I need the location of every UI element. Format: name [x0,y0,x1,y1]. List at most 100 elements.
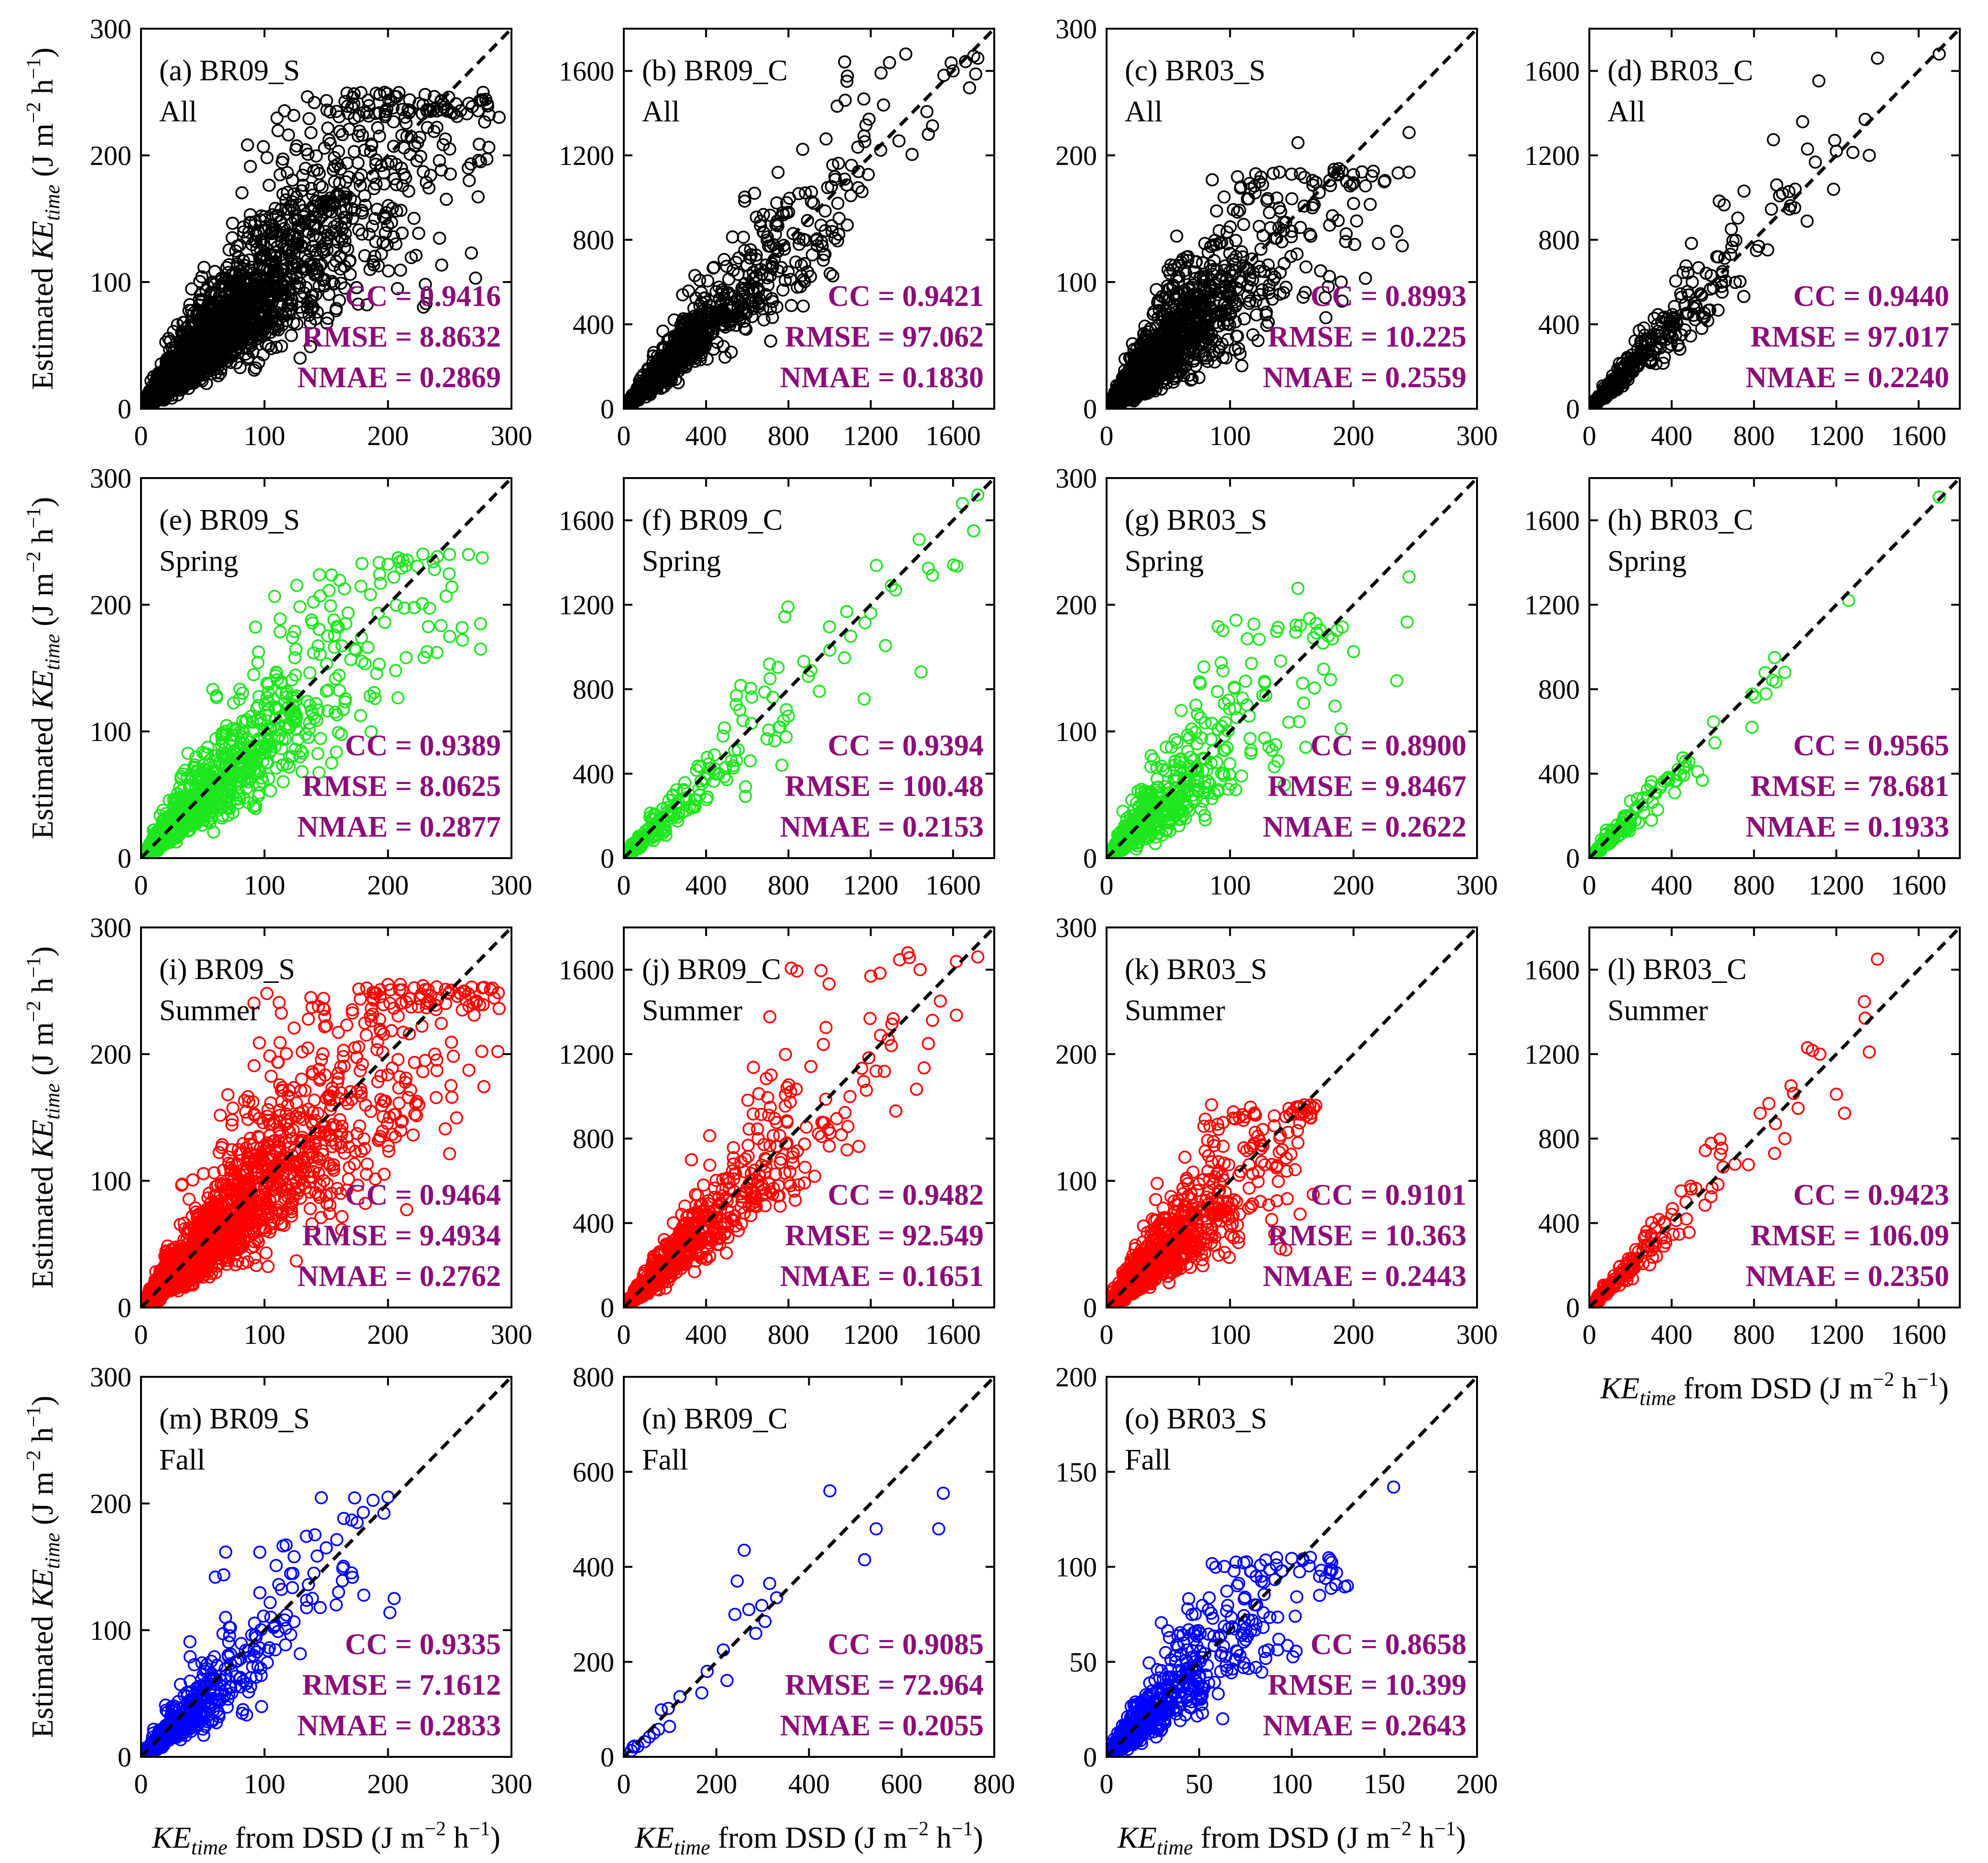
data-point [763,269,777,283]
data-point [774,261,788,274]
data-point [246,310,259,323]
data-point [206,303,220,316]
data-point [266,208,279,222]
data-point [722,286,735,300]
data-point [826,269,839,283]
data-point [727,263,740,277]
data-point [478,115,491,129]
data-point [832,212,846,225]
x-tick-label: 200 [367,420,409,451]
data-point [1273,287,1287,301]
data-point [830,99,844,113]
data-point [1256,178,1270,191]
data-point [320,94,333,108]
data-point [1261,316,1275,329]
data-point [411,136,424,150]
data-point [892,134,906,148]
data-point [265,256,279,270]
data-point [717,253,731,266]
data-point [318,142,331,155]
y-tick-label: 400 [573,309,614,340]
data-point [770,196,783,210]
data-point [465,246,478,260]
data-point [1298,171,1311,184]
data-point [174,372,187,386]
data-point [248,363,261,377]
data-point [279,202,293,216]
data-point [295,240,308,254]
data-point [264,313,278,327]
data-point [282,307,296,321]
data-point [381,157,395,171]
data-point [304,182,318,196]
data-point [369,87,383,100]
data-point [424,105,438,118]
data-point [422,181,436,195]
data-point [239,292,252,305]
x-tick-label: 0 [617,420,631,451]
data-point [368,212,382,225]
data-point [313,279,326,293]
data-point [688,269,702,283]
data-point [291,219,305,233]
data-point [212,334,225,347]
data-point [786,227,800,240]
data-point [311,163,324,177]
data-point [163,343,176,357]
data-point [419,278,432,291]
data-point [793,238,806,251]
data-point [1339,235,1353,248]
data-point [314,231,327,244]
data-point [333,124,347,138]
data-point [307,96,321,109]
data-point [474,155,488,169]
data-point [367,182,381,196]
data-point [1204,259,1217,273]
data-point [342,107,355,120]
data-point [267,249,281,262]
data-point [243,216,257,229]
data-point [750,269,763,283]
data-point [841,69,854,83]
data-point [281,166,294,179]
data-point [765,261,778,275]
data-point [414,150,427,163]
data-point [348,203,361,217]
data-point [1267,166,1280,180]
y-tick-label: 0 [118,393,131,425]
data-point [371,121,384,134]
data-point [211,369,225,382]
data-point [254,291,268,305]
data-point [1285,192,1299,206]
data-point [285,257,299,271]
data-point [235,186,249,200]
data-point [394,204,408,217]
data-point [305,300,319,314]
data-point [883,56,896,69]
data-point [327,220,341,233]
data-point [251,329,264,343]
data-point [212,281,226,294]
data-point [1256,229,1270,242]
data-point [840,218,854,232]
data-point [825,219,838,232]
data-point [270,340,283,354]
data-point [832,156,845,170]
data-point [796,299,810,313]
data-point [770,214,784,228]
data-point [454,104,467,118]
data-point [799,186,812,200]
data-point [265,227,278,240]
data-point [1242,192,1256,206]
data-point [1196,256,1209,270]
stat-cc: CC = 0.9416 [345,280,501,313]
data-point [920,105,934,119]
data-point [858,135,871,149]
data-point [433,231,446,245]
data-point [370,203,384,216]
data-point [287,187,301,201]
data-point [818,204,832,218]
x-tick-label: 1600 [925,420,981,451]
data-point [718,350,732,364]
